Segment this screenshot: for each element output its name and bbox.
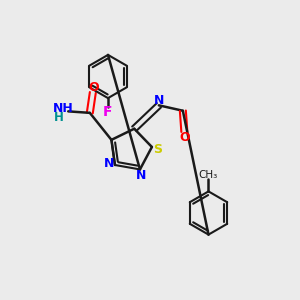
Text: O: O xyxy=(88,81,99,94)
Text: O: O xyxy=(180,130,190,144)
Text: H: H xyxy=(54,112,64,124)
Text: N: N xyxy=(104,157,115,170)
Text: N: N xyxy=(136,169,147,182)
Text: CH₃: CH₃ xyxy=(199,169,218,180)
Text: N: N xyxy=(154,94,164,107)
Text: S: S xyxy=(153,143,162,156)
Text: F: F xyxy=(103,105,113,119)
Text: NH: NH xyxy=(52,102,73,115)
